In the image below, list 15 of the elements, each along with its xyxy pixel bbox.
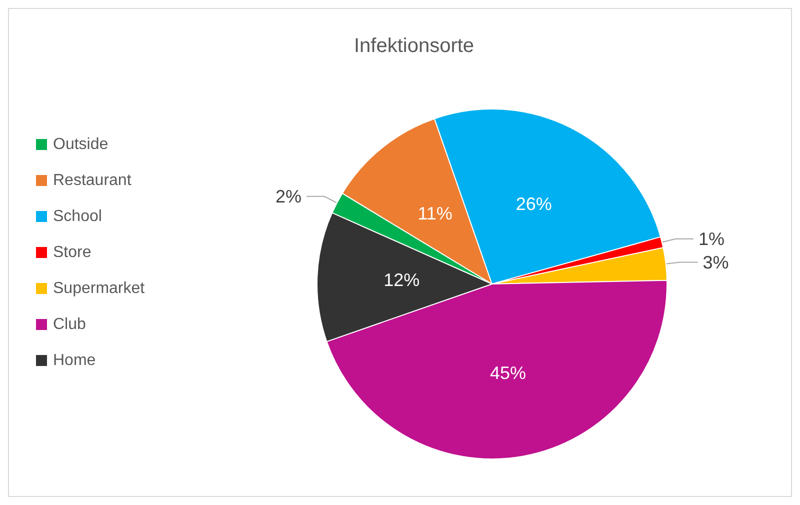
data-label: 1%	[698, 228, 725, 249]
data-label: 3%	[702, 252, 729, 272]
legend-label: Home	[53, 352, 96, 369]
data-label: 45%	[490, 363, 526, 384]
data-label: 12%	[384, 270, 420, 290]
data-label: 26%	[516, 194, 552, 214]
legend-label: Restaurant	[53, 172, 132, 189]
data-label: 2%	[275, 186, 302, 206]
legend-label: Supermarket	[53, 280, 146, 297]
chart-title: Infektionsorte	[354, 35, 474, 57]
legend-label: School	[53, 208, 102, 225]
legend-label: Outside	[53, 136, 108, 153]
legend-label: Store	[53, 244, 92, 261]
legend-label: Club	[53, 316, 86, 333]
data-label: 11%	[418, 204, 452, 224]
